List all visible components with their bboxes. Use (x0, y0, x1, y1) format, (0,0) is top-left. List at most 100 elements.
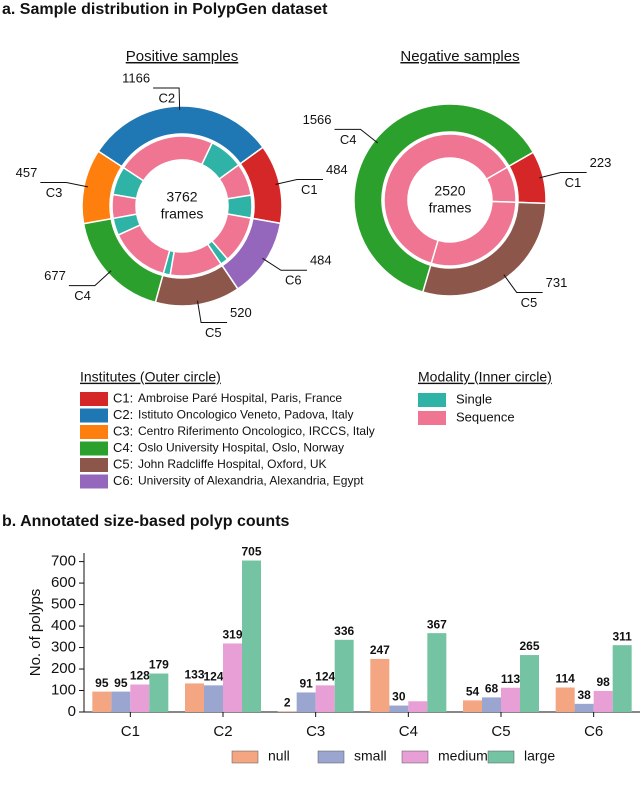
bar (482, 697, 501, 712)
y-tick-label: 0 (68, 703, 76, 720)
center-label: 3762 (166, 189, 197, 205)
bar (612, 645, 632, 712)
leader-line (275, 178, 323, 185)
legend-swatch (418, 393, 446, 407)
legend-swatch (418, 411, 446, 425)
inner-segment (430, 200, 517, 267)
legend-swatch (80, 441, 108, 456)
legend-swatch (401, 750, 429, 764)
outer-segment (421, 201, 547, 297)
bar (593, 690, 613, 712)
data-label: 68 (485, 682, 499, 696)
legend-label: medium (438, 748, 488, 764)
bar (242, 560, 261, 712)
legend-swatch (80, 392, 108, 406)
bar (520, 655, 539, 712)
segment-label: C1 (301, 182, 318, 197)
bar (370, 658, 390, 712)
legend-key: C2: (113, 407, 133, 422)
bar (501, 687, 520, 712)
segment-label: C4 (340, 132, 357, 147)
center-label: frames (429, 200, 472, 216)
segment-label: C2 (158, 90, 175, 105)
data-label: 265 (519, 639, 539, 653)
data-label: 128 (130, 669, 150, 683)
data-label: 124 (315, 670, 335, 684)
y-tick-label: 700 (51, 553, 76, 570)
legend-key: C3: (113, 423, 133, 438)
legend-key: C4: (113, 440, 133, 455)
legend-swatch (80, 408, 108, 423)
y-tick-label: 600 (51, 574, 76, 591)
data-label: 91 (299, 677, 313, 691)
legend-key: C1: (113, 390, 133, 405)
data-label: 95 (114, 676, 128, 690)
segment-label: C3 (46, 185, 63, 200)
legend-label: Centro Riferimento Oncologico, IRCCS, It… (138, 424, 375, 438)
section-title: a. Sample distribution in PolypGen datas… (2, 1, 328, 18)
bar (463, 700, 482, 712)
segment-value: 457 (16, 165, 38, 180)
data-label: 54 (466, 685, 480, 699)
bar (185, 683, 204, 712)
section-title: b. Annotated size-based polyp counts (2, 513, 290, 530)
y-axis-label: No. of polyps (27, 589, 44, 677)
inner-segment (383, 133, 509, 265)
legend-title: Modality (Inner circle) (418, 369, 552, 385)
y-tick-label: 500 (51, 596, 76, 613)
y-tick-label: 400 (51, 617, 76, 634)
pie-title: Positive samples (126, 48, 239, 65)
legend-swatch (80, 425, 108, 439)
segment-label: C4 (74, 288, 91, 303)
center-label: frames (161, 206, 204, 222)
leader-line (197, 300, 228, 323)
data-label: 114 (555, 672, 575, 686)
y-tick-label: 300 (51, 639, 76, 656)
legend-swatch (80, 458, 108, 472)
y-tick-label: 200 (51, 660, 76, 677)
leader-line (153, 87, 181, 111)
legend-label: Istituto Oncologico Veneto, Padova, Ital… (138, 408, 353, 422)
x-tick-label: C3 (306, 723, 325, 740)
data-label: 2 (284, 696, 291, 710)
legend-label: null (268, 748, 290, 764)
data-label: 113 (501, 672, 521, 686)
data-label: 311 (612, 629, 632, 643)
bar (427, 633, 447, 712)
data-label: 38 (577, 688, 591, 702)
leader-line (68, 270, 112, 287)
data-label: 30 (392, 690, 406, 704)
x-tick-label: C5 (491, 723, 510, 740)
outer-segment (353, 103, 535, 294)
segment-value: 484 (310, 253, 332, 268)
data-label: 705 (241, 545, 261, 559)
segment-label: C6 (285, 273, 302, 288)
legend-swatch (231, 750, 259, 764)
segment-value: 484 (326, 162, 348, 177)
legend-label: Oslo University Hospital, Oslo, Norway (138, 441, 344, 455)
segment-value: 1166 (122, 70, 150, 85)
leader-line (40, 182, 89, 188)
data-label: 336 (334, 624, 354, 638)
x-tick-label: C2 (213, 723, 232, 740)
data-label: 124 (203, 670, 223, 684)
bar (149, 673, 169, 712)
legend-label: Single (456, 391, 492, 406)
bar (334, 639, 354, 712)
segment-value: 677 (44, 268, 66, 283)
legend-label: Sequence (456, 409, 515, 424)
segment-label: C5 (205, 325, 222, 340)
data-label: 247 (370, 643, 390, 657)
x-tick-label: C4 (399, 723, 418, 740)
legend-label: Ambroise Paré Hospital, Paris, France (138, 391, 342, 405)
legend-key: C6: (113, 473, 133, 488)
segment-value: 223 (590, 155, 612, 170)
leader-line (334, 128, 379, 144)
leader-line (539, 172, 587, 179)
legend-swatch (487, 750, 515, 764)
legend-label: John Radcliffe Hospital, Oxford, UK (138, 457, 327, 471)
segment-value: 1566 (303, 112, 332, 127)
segment-value: 520 (230, 305, 252, 320)
leader-line (503, 274, 543, 293)
